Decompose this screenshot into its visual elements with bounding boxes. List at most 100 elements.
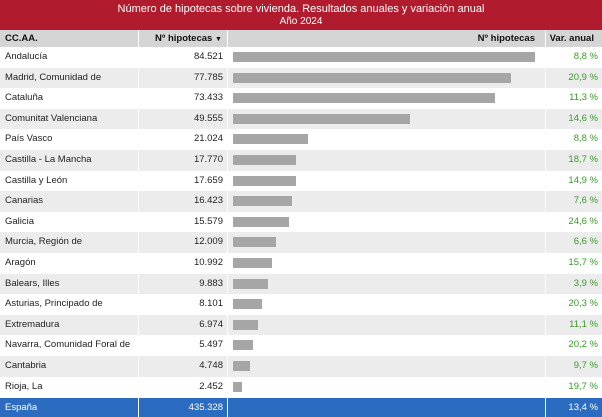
bar [233,175,297,186]
region-name: Rioja, La [5,380,43,392]
annual-variation: 11,1 % [569,318,598,330]
chart-subtitle: Año 2024 [279,16,323,27]
annual-variation: 8,8 % [573,51,598,62]
region-name: Balears, Illes [5,277,60,289]
total-value: 435.328 [188,402,223,413]
mortgage-count: 12.009 [193,236,223,248]
region-name: Galicia [5,215,35,227]
table-row: Castilla y León 17.659 14,9 % [0,171,602,192]
mortgage-count: 73.433 [193,92,223,104]
region-name: Castilla - La Mancha [5,154,92,165]
annual-variation: 15,7 % [568,257,598,268]
region-name: Canarias [5,195,44,207]
table-row: País Vasco 21.024 8,8 % [0,129,602,150]
annual-variation: 14,6 % [568,112,598,124]
bar [233,381,242,392]
table-row: Castilla - La Mancha 17.770 18,7 % [0,150,602,171]
annual-variation: 14,9 % [568,174,598,186]
table-row: Canarias 16.423 7,6 % [0,191,602,212]
annual-variation: 20,3 % [568,298,598,310]
chart-title: Número de hipotecas sobre vivienda. Resu… [117,3,485,15]
region-name: Cataluña [5,92,44,104]
annual-variation: 7,6 % [573,195,598,207]
chart-title-bar: Número de hipotecas sobre vivienda. Resu… [0,0,602,30]
header-bar[interactable]: Nº hipotecas [477,33,535,44]
bar [233,196,292,207]
annual-variation: 19,7 % [568,380,598,392]
annual-variation: 24,6 % [568,215,598,227]
table-row: Galicia 15.579 24,6 % [0,212,602,233]
bar [233,299,262,310]
annual-variation: 20,2 % [568,339,598,351]
table-row: Rioja, La 2.452 19,7 % [0,377,602,398]
header-count[interactable]: Nº hipotecas ▼ [155,30,222,47]
annual-variation: 8,8 % [573,133,598,145]
region-name: Comunitat Valenciana [5,112,98,124]
region-name: Extremadura [5,318,60,330]
table-row: Navarra, Comunidad Foral de 5.497 20,2 % [0,335,602,356]
region-name: Andalucía [5,51,48,62]
region-name: Murcia, Región de [5,236,83,248]
region-name: País Vasco [5,133,53,145]
mortgage-count: 77.785 [193,71,223,83]
mortgage-count: 4.748 [199,360,223,371]
region-name: Cantabria [5,360,47,371]
region-name: Asturias, Principado de [5,298,103,310]
mortgage-count: 9.883 [199,277,223,289]
table-row: Cataluña 73.433 11,3 % [0,88,602,109]
mortgage-count: 6.974 [199,318,223,330]
annual-variation: 9,7 % [573,360,598,371]
sort-down-icon: ▼ [214,36,222,43]
table-row: Asturias, Principado de 8.101 20,3 % [0,294,602,315]
mortgage-count: 21.024 [193,133,223,145]
bar [233,155,297,165]
bar [233,340,253,351]
table-header: CC.AA. Nº hipotecas ▼ Nº hipotecas Var. … [0,30,602,47]
mortgage-count: 10.992 [193,257,223,268]
mortgage-count: 8.101 [199,298,223,310]
total-name: España [5,402,38,413]
mortgage-count: 5.497 [199,339,223,351]
total-row: España 435.328 13,4 % [0,398,602,417]
bar [233,319,258,330]
table-row: Aragón 10.992 15,7 % [0,253,602,274]
header-var[interactable]: Var. anual [549,33,594,44]
header-count-label: Nº hipotecas [155,33,213,44]
mortgage-count: 15.579 [193,215,223,227]
mortgage-count: 84.521 [193,51,223,62]
bar [233,361,250,371]
mortgage-count: 16.423 [193,195,223,207]
bar [233,93,496,104]
table-row: Cantabria 4.748 9,7 % [0,356,602,377]
table-row: Andalucía 84.521 8,8 % [0,47,602,68]
mortgage-count: 17.770 [193,154,223,165]
region-name: Navarra, Comunidad Foral de [5,339,131,351]
table-row: Comunitat Valenciana 49.555 14,6 % [0,108,602,130]
column-divider [138,30,139,417]
bar [233,237,276,248]
annual-variation: 20,9 % [568,71,598,83]
table-row: Balears, Illes 9.883 3,9 % [0,273,602,295]
region-name: Madrid, Comunidad de [5,71,102,83]
mortgage-count: 2.452 [199,380,223,392]
bar [233,216,289,227]
mortgage-count: 17.659 [193,174,223,186]
table-row: Madrid, Comunidad de 77.785 20,9 % [0,67,602,89]
region-name: Castilla y León [5,174,68,186]
annual-variation: 11,3 % [569,92,598,104]
annual-variation: 18,7 % [568,154,598,165]
bar [233,258,273,268]
bar [233,134,309,145]
header-region[interactable]: CC.AA. [5,33,38,44]
bar [233,72,511,83]
total-var: 13,4 % [568,402,598,413]
bar [233,52,535,62]
annual-variation: 3,9 % [573,277,598,289]
table-row: Murcia, Región de 12.009 6,6 % [0,232,602,253]
table-row: Extremadura 6.974 11,1 % [0,314,602,336]
region-name: Aragón [5,257,36,268]
column-divider [227,30,228,417]
mortgage-count: 49.555 [193,112,223,124]
bar [233,113,411,124]
annual-variation: 6,6 % [573,236,598,248]
